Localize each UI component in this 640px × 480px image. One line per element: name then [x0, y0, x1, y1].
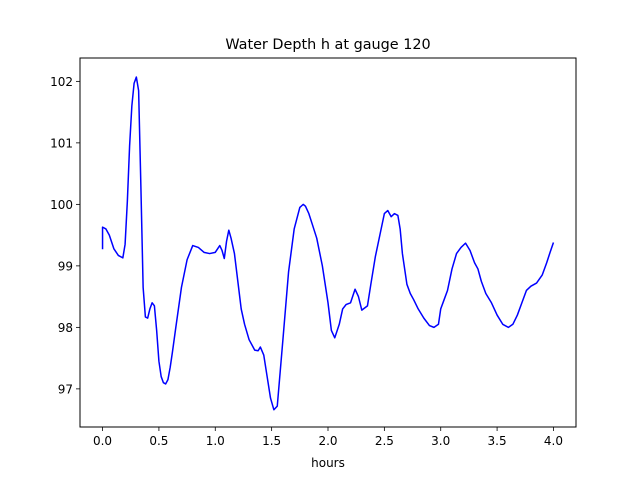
x-tick-label: 2.5 [375, 434, 394, 448]
y-tick-label: 102 [50, 75, 73, 89]
x-tick-label: 0.5 [149, 434, 168, 448]
y-axis-ticks: 97 98 99 100 101 102 [50, 75, 80, 396]
plot-background [80, 58, 576, 427]
y-tick-label: 100 [50, 198, 73, 212]
x-axis-ticks: 0.0 0.5 1.0 1.5 2.0 2.5 3.0 3.5 4.0 [93, 427, 563, 448]
chart-title: Water Depth h at gauge 120 [225, 37, 430, 53]
x-axis-label: hours [311, 456, 345, 470]
x-tick-label: 0.0 [93, 434, 112, 448]
y-tick-label: 97 [58, 382, 73, 396]
y-tick-label: 101 [50, 136, 73, 150]
x-tick-label: 1.5 [262, 434, 281, 448]
x-tick-label: 4.0 [544, 434, 563, 448]
y-tick-label: 99 [58, 259, 73, 273]
x-tick-label: 3.0 [431, 434, 450, 448]
x-tick-label: 3.5 [488, 434, 507, 448]
series-line-0 [101, 76, 555, 411]
series-layer [101, 76, 555, 411]
x-tick-label: 2.0 [318, 434, 337, 448]
y-tick-label: 98 [58, 321, 73, 335]
x-tick-label: 1.0 [206, 434, 225, 448]
